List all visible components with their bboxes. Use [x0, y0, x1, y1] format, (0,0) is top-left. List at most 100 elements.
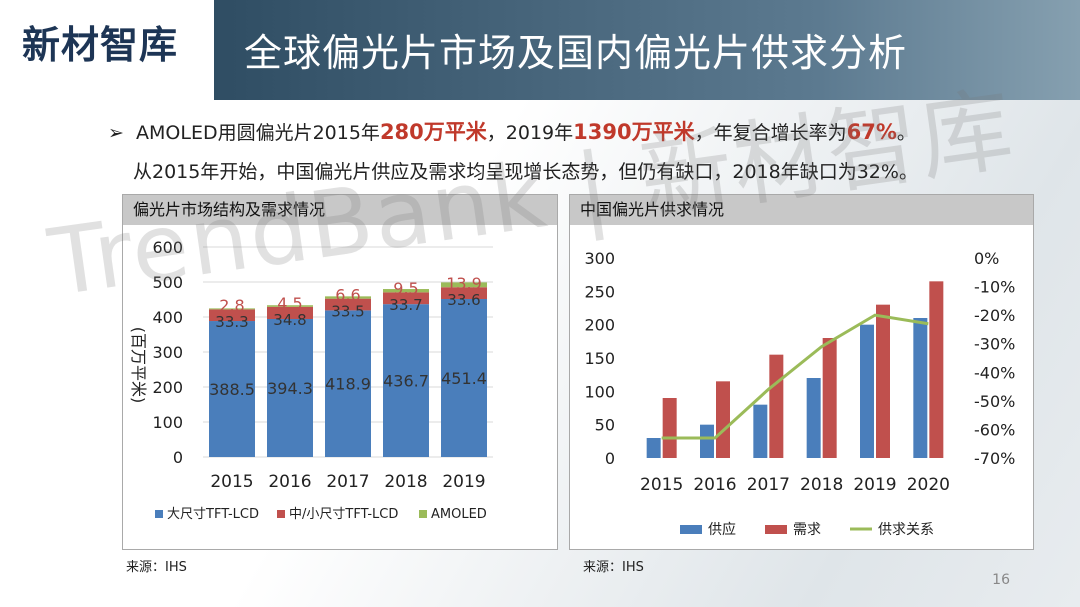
relation-line: [661, 313, 929, 440]
x-tick-label: 2015: [640, 475, 683, 495]
y2-tick-label: -10%: [974, 278, 1015, 297]
bullet-text: AMOLED用圆偏光片2015年: [136, 122, 380, 144]
legend-swatch: [277, 510, 285, 518]
legend-swatch: [765, 525, 787, 534]
legend-swatch: [419, 510, 427, 518]
y-tick-label: 600: [152, 238, 183, 257]
bullet-line-2: 从2015年开始，中国偏光片供应及需求均呈现增长态势，但仍有缺口，2018年缺口…: [133, 161, 918, 183]
highlight-value: 67%: [846, 120, 897, 144]
demand-bar: [662, 398, 677, 458]
bar-segment: [383, 292, 429, 305]
page-title: 全球偏光片市场及国内偏光片供求分析: [244, 31, 908, 75]
y-tick-label: 250: [584, 282, 615, 301]
data-label-amoled: 13.9: [446, 274, 482, 293]
bar-segment: [383, 304, 429, 457]
supply-bar: [913, 318, 928, 458]
y2-tick-label: -70%: [974, 449, 1015, 468]
y2-tick-label: -30%: [974, 335, 1015, 354]
bar-segment: [267, 305, 313, 307]
demand-bar: [929, 281, 944, 458]
demand-bar: [822, 338, 837, 458]
market-structure-panel: 偏光片市场结构及需求情况 0 100 200 300 400 500 600 (百万平米) 38…: [122, 194, 558, 550]
header: 新材智库 全球偏光片市场及国内偏光片供求分析: [0, 0, 1080, 100]
y2-tick-label: -50%: [974, 392, 1015, 411]
bar-segment: [441, 287, 487, 300]
x-tick-label: 2020: [907, 475, 950, 495]
supply-bar: [700, 424, 714, 458]
data-label-large: 436.7: [383, 372, 429, 391]
legend-swatch: [680, 525, 702, 534]
chart-title: 中国偏光片供求情况: [570, 195, 1033, 225]
y-tick-label: 100: [584, 382, 615, 401]
legend-label: AMOLED: [431, 507, 487, 522]
data-label-large: 388.5: [209, 380, 255, 399]
demand-bar: [716, 381, 730, 458]
x-tick-label: 2019: [853, 475, 896, 495]
demand-bar: [876, 304, 890, 458]
data-label-large: 418.9: [325, 375, 371, 394]
data-label-amoled: 6.6: [335, 285, 360, 304]
y-tick-label: 300: [584, 249, 615, 268]
bar-segment: [325, 298, 371, 311]
supply-bar: [806, 378, 821, 458]
market-structure-chart: 0 100 200 300 400 500 600 (百万平米) 388.5 33.32.8 201…: [129, 238, 493, 522]
y-tick-label: 400: [152, 308, 183, 327]
title-band: 全球偏光片市场及国内偏光片供求分析: [214, 0, 1080, 100]
data-label-small: 33.3: [215, 313, 248, 331]
highlight-value: 1390万平米: [573, 120, 695, 144]
legend-swatch: [155, 510, 163, 518]
y2-tick-label: -40%: [974, 363, 1015, 382]
source-left: 来源：IHS: [126, 560, 187, 575]
bar-segment: [267, 306, 313, 319]
x-tick-label: 2017: [326, 472, 369, 492]
supply-demand-chart: 0 50 100 150 200 250 300 0% -10% -20% -30% -40% -50%…: [584, 249, 1015, 538]
supply-bar: [753, 404, 768, 458]
x-tick-label: 2016: [268, 472, 311, 492]
x-tick-label: 2016: [693, 475, 736, 495]
bar-segment: [383, 289, 429, 293]
y2-tick-label: 0%: [974, 249, 999, 268]
x-tick-label: 2017: [747, 475, 790, 495]
bar-segment: [209, 321, 255, 457]
y-tick-label: 200: [584, 316, 615, 335]
logo: 新材智库: [22, 23, 179, 67]
bar-segment: [209, 308, 255, 310]
data-label-small: 34.8: [273, 311, 306, 329]
data-label-amoled: 9.5: [393, 279, 418, 298]
data-label-amoled: 2.8: [219, 296, 244, 315]
data-label-small: 33.6: [447, 291, 480, 309]
bar-segment: [325, 296, 371, 299]
x-tick-label: 2018: [800, 475, 843, 495]
bar-segment: [441, 282, 487, 288]
bullet-text: ，2019年: [486, 122, 574, 144]
legend-label: 需求: [793, 522, 821, 538]
y-tick-label: 0: [173, 448, 183, 467]
y-tick-label: 500: [152, 273, 183, 292]
bar-segment: [209, 309, 255, 322]
legend-label: 供求关系: [878, 522, 934, 538]
y2-tick-label: -60%: [974, 420, 1015, 439]
source-right: 来源：IHS: [583, 560, 644, 575]
bullet-line-1: ➢ AMOLED用圆偏光片2015年280万平米，2019年1390万平米，年复…: [108, 116, 916, 146]
bullet-marker: ➢: [108, 122, 124, 144]
bullet-text: 。: [896, 122, 916, 144]
y-tick-label: 100: [152, 413, 183, 432]
supply-bar: [860, 324, 874, 458]
legend-label: 供应: [708, 521, 736, 538]
y-tick-label: 150: [584, 349, 615, 368]
supply-bar: [646, 438, 661, 458]
bullet-text: ，年复合增长率为: [694, 122, 847, 144]
data-label-large: 394.3: [267, 379, 313, 398]
data-label-small: 33.7: [389, 296, 422, 314]
bar-segment: [441, 299, 487, 457]
legend-label: 大尺寸TFT-LCD: [167, 507, 259, 522]
supply-demand-panel: 中国偏光片供求情况 0 50 100 150 200 250 300 0% -10% -20% -3…: [569, 194, 1034, 550]
x-tick-label: 2015: [210, 472, 253, 492]
y-tick-label: 300: [152, 343, 183, 362]
demand-bar: [769, 354, 784, 458]
chart-title: 偏光片市场结构及需求情况: [123, 195, 557, 225]
bar-segment: [267, 318, 313, 457]
page-number: 16: [992, 572, 1010, 588]
x-tick-label: 2019: [442, 472, 485, 492]
bar-segment: [325, 310, 371, 457]
